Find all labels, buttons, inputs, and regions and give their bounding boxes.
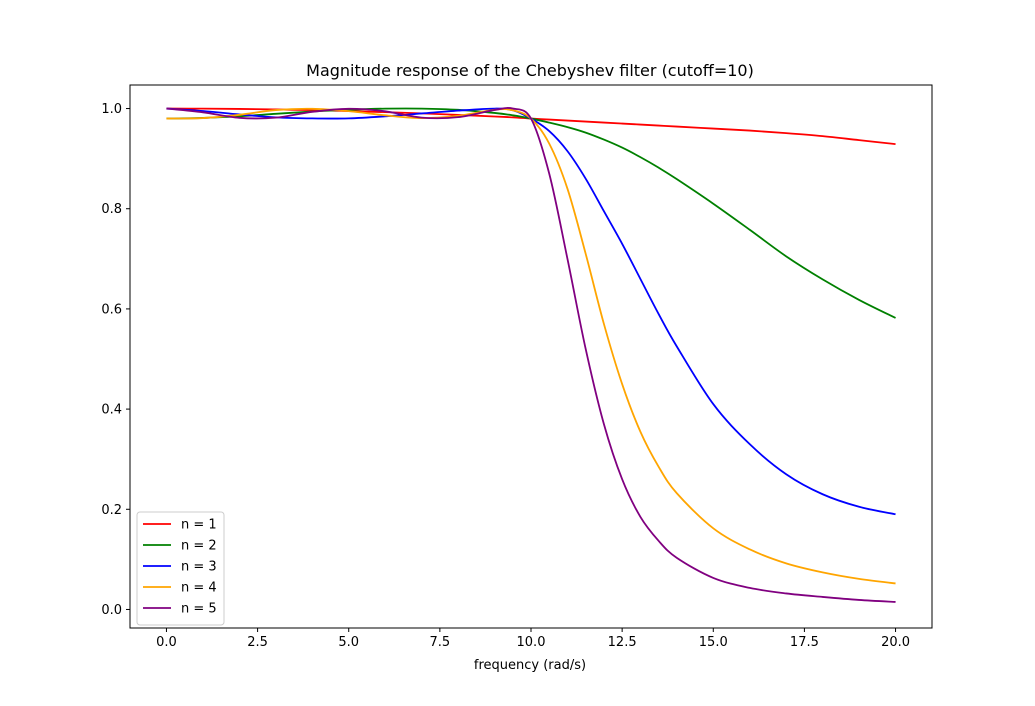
series-line-n4 [166,107,896,585]
chart-title: Magnitude response of the Chebyshev filt… [306,61,754,80]
y-tick-label: 1.0 [101,102,122,117]
x-tick-label: 7.5 [430,635,451,650]
y-tick-label: 0.0 [101,603,122,618]
x-tick-label: 15.0 [699,635,728,650]
series-line-n5 [166,107,896,603]
legend-label: n = 2 [181,539,217,554]
series-line-n3 [166,107,896,516]
x-tick-label: 10.0 [517,635,546,650]
legend-box [136,511,225,626]
x-tick-label: 2.5 [247,635,268,650]
legend-label: n = 1 [181,518,217,533]
x-axis-label: frequency (rad/s) [474,658,586,673]
x-tick-label: 5.0 [338,635,359,650]
legend-label: n = 5 [181,602,217,617]
legend-label: n = 3 [181,560,217,575]
y-tick-label: 0.4 [101,403,122,418]
x-tick-label: 12.5 [608,635,637,650]
y-tick-label: 0.8 [101,202,122,217]
y-tick-label: 0.6 [101,302,122,317]
legend-label: n = 4 [181,581,217,596]
y-tick-label: 0.2 [101,503,122,518]
x-tick-label: 17.5 [790,635,819,650]
series-line-n1 [166,107,896,146]
x-tick-label: 20.0 [881,635,910,650]
legend: n = 1 n = 2 n = 3 n = 4 n = 5 [136,511,225,626]
x-tick-label: 0.0 [156,635,177,650]
plot-area: 0.0 2.5 5.0 7.5 10.0 12.5 15.0 17.5 20.0 0.0 0.2 0.… [101,84,933,650]
